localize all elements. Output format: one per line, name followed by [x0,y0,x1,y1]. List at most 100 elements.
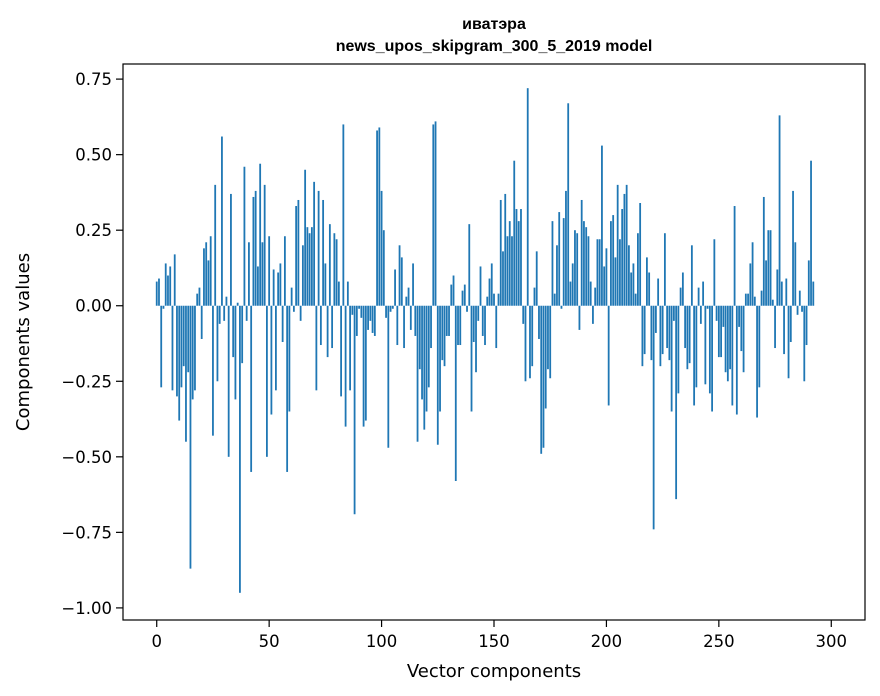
bar [672,305,675,321]
bar [776,269,779,306]
x-tick-label: 150 [478,632,510,651]
bar [283,236,286,306]
bar [562,218,565,306]
bar [524,305,527,382]
bar [614,257,617,306]
y-tick-label: 0.25 [75,221,112,240]
chart-title: иватэра [462,16,526,33]
bar [810,160,812,306]
bar [610,221,612,306]
bar [594,287,597,306]
bar [212,305,214,436]
bar [376,130,378,306]
bar [724,305,727,373]
bar [502,251,504,306]
bar [603,266,606,306]
bar [248,242,250,306]
bar [542,305,545,448]
bar [430,305,432,349]
bar [571,263,574,306]
x-tick-label: 200 [591,632,623,651]
bar [196,293,199,306]
bar [616,184,619,306]
bar [574,230,576,306]
bar [418,305,421,370]
bar [643,305,646,355]
bar [279,263,282,306]
x-ticks: 0 50 100 150 200 250 300 [151,620,847,651]
bar [630,272,633,306]
bar [369,305,372,321]
bar [218,305,221,324]
bar [230,193,232,306]
bar [162,305,165,309]
bar [292,305,295,312]
bar [796,305,799,315]
bar [385,305,387,318]
bar [650,305,653,361]
bar [448,305,450,336]
y-tick-label: −0.75 [61,523,112,542]
bar [259,163,262,306]
bar [576,233,579,306]
bar [257,266,259,306]
bar [445,305,448,336]
bar [681,272,684,306]
bar [389,305,392,312]
bar [780,281,783,306]
bar [767,230,770,306]
bar [185,305,187,442]
bar [551,221,554,306]
plot-frame [122,63,866,621]
bar [697,287,700,306]
bar [198,287,201,306]
bar [423,305,426,430]
bar [619,239,621,306]
bar [753,296,756,306]
y-tick-label: 0.75 [75,70,112,89]
bar [459,305,462,346]
bar [553,293,556,306]
bar [400,257,403,306]
bar [266,305,268,457]
bar [308,233,311,306]
bar [578,305,581,330]
bar [769,230,772,306]
bar [245,305,248,321]
bar [513,160,516,306]
bar [409,305,412,330]
bar [625,184,628,306]
bar [522,305,525,324]
bar [205,242,208,306]
bar [466,305,468,312]
bar [549,305,552,379]
bar [425,305,428,412]
bar [432,124,435,306]
bar [182,305,185,367]
bar [398,245,401,306]
bar [171,305,174,391]
bar [272,269,275,306]
bar [319,305,322,346]
bar [684,305,687,349]
bar [407,287,410,306]
bar [497,293,500,306]
bar [315,305,318,391]
bar [567,103,570,306]
bar [288,305,291,412]
bar [731,305,734,406]
chart-subtitle: news_upos_skipgram_300_5_2019 model [336,38,653,55]
bar [194,305,196,391]
bar [351,305,354,315]
y-tick-label: −0.25 [61,372,112,391]
bar [340,305,342,397]
bar [277,272,280,306]
bar [457,305,459,346]
bar [452,275,455,306]
bar [771,299,774,306]
y-axis-label: Components values [13,253,34,431]
bar [304,169,307,306]
bar [362,305,365,427]
bar [223,305,226,321]
y-tick-label: −0.50 [61,448,112,467]
